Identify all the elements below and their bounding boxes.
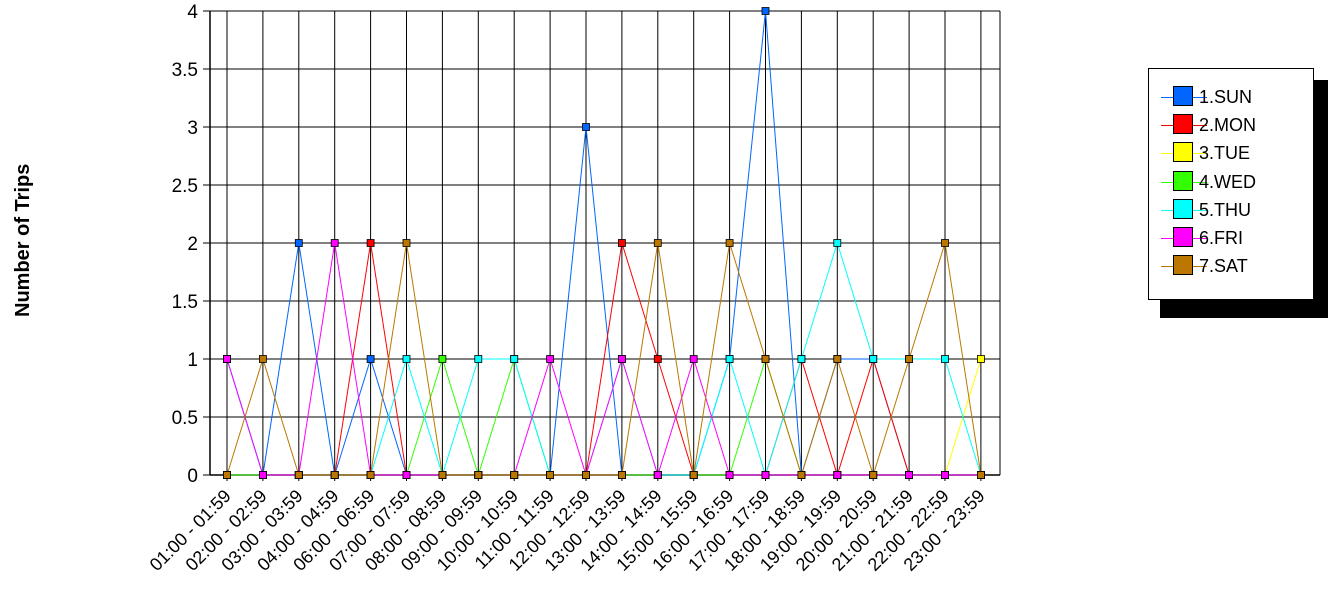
data-point (761, 7, 770, 15)
legend-swatch (1173, 255, 1193, 276)
y-tick-label: 2.5 (172, 176, 198, 197)
data-point (941, 239, 949, 247)
legend-swatch (1173, 114, 1193, 135)
data-point (618, 355, 626, 363)
y-tick-label: 1.5 (172, 292, 198, 313)
data-point (546, 471, 554, 479)
data-point (761, 471, 770, 479)
legend-swatch (1173, 142, 1193, 163)
data-point (977, 471, 985, 479)
series-markers (223, 7, 985, 479)
legend-item: 6.FRI (1161, 225, 1311, 251)
data-point (330, 471, 339, 479)
grid (210, 10, 1001, 476)
legend-label: 5.THU (1199, 199, 1252, 220)
data-point (438, 471, 447, 479)
data-point (582, 123, 590, 131)
y-tick-label: 4 (187, 2, 198, 23)
data-point (474, 471, 483, 479)
data-point (402, 471, 411, 479)
data-point (653, 355, 662, 363)
data-point (510, 355, 519, 363)
legend-label: 6.FRI (1199, 228, 1244, 248)
legend-label: 3.TUE (1199, 143, 1251, 164)
data-point (941, 355, 949, 363)
legend-label: 4.WED (1199, 171, 1257, 192)
series-lines (226, 10, 982, 477)
data-point (330, 239, 339, 247)
data-point (366, 239, 375, 247)
data-point (833, 355, 842, 363)
data-point (797, 471, 806, 479)
y-tick-label: 1 (187, 350, 198, 371)
data-point (653, 471, 662, 479)
legend-item: 2.MON (1161, 112, 1311, 138)
y-tick-label: 3 (187, 118, 198, 139)
data-point (510, 471, 519, 479)
data-point (402, 239, 411, 247)
legend: 1.SUN 2.MON 3.TUE 4.WED 5.THU 6.FRI 7.SAT (1148, 68, 1314, 300)
series-line (226, 242, 982, 477)
legend-item: 4.WED (1161, 169, 1311, 195)
legend-item: 3.TUE (1161, 140, 1311, 166)
data-point (761, 355, 770, 363)
data-point (941, 471, 949, 479)
data-point (546, 355, 554, 363)
legend-item: 1.SUN (1161, 84, 1311, 110)
series-line (226, 10, 981, 476)
data-point (653, 239, 662, 247)
legend-swatch (1173, 198, 1193, 219)
legend-label: 1.SUN (1199, 87, 1253, 107)
data-point (258, 471, 267, 479)
legend-swatch (1173, 170, 1193, 191)
data-point (294, 471, 303, 479)
data-point (905, 355, 913, 363)
data-point (294, 239, 303, 247)
data-point (833, 239, 842, 247)
data-point (402, 355, 411, 363)
data-point (689, 471, 698, 479)
data-point (833, 471, 842, 479)
data-point (725, 471, 734, 479)
data-point (797, 355, 806, 363)
data-point (977, 355, 985, 363)
axes (203, 10, 1000, 481)
data-point (366, 355, 375, 363)
series-line (226, 242, 981, 477)
y-tick-label: 3.5 (172, 60, 198, 81)
data-point (223, 355, 231, 363)
legend-label: 7.SAT (1199, 256, 1248, 277)
data-point (366, 471, 375, 479)
legend-item: 7.SAT (1161, 253, 1311, 279)
data-point (725, 239, 734, 247)
legend-item: 5.THU (1161, 197, 1311, 223)
y-axis-title: Number of Trips (12, 163, 34, 318)
data-point (438, 355, 447, 363)
data-point (869, 355, 878, 363)
data-point (258, 355, 267, 363)
data-point (869, 471, 878, 479)
data-point (618, 471, 626, 479)
legend-swatch (1173, 227, 1193, 247)
data-point (905, 471, 913, 479)
legend-swatch (1173, 86, 1193, 106)
y-tick-label: 2 (187, 234, 198, 255)
data-point (689, 355, 698, 363)
y-tick-label: 0 (187, 466, 198, 487)
data-point (725, 355, 734, 363)
data-point (618, 239, 626, 247)
data-point (582, 471, 590, 479)
data-point (223, 471, 231, 479)
data-point (474, 355, 483, 363)
legend-label: 2.MON (1199, 115, 1257, 136)
y-tick-label: 0.5 (172, 408, 198, 429)
